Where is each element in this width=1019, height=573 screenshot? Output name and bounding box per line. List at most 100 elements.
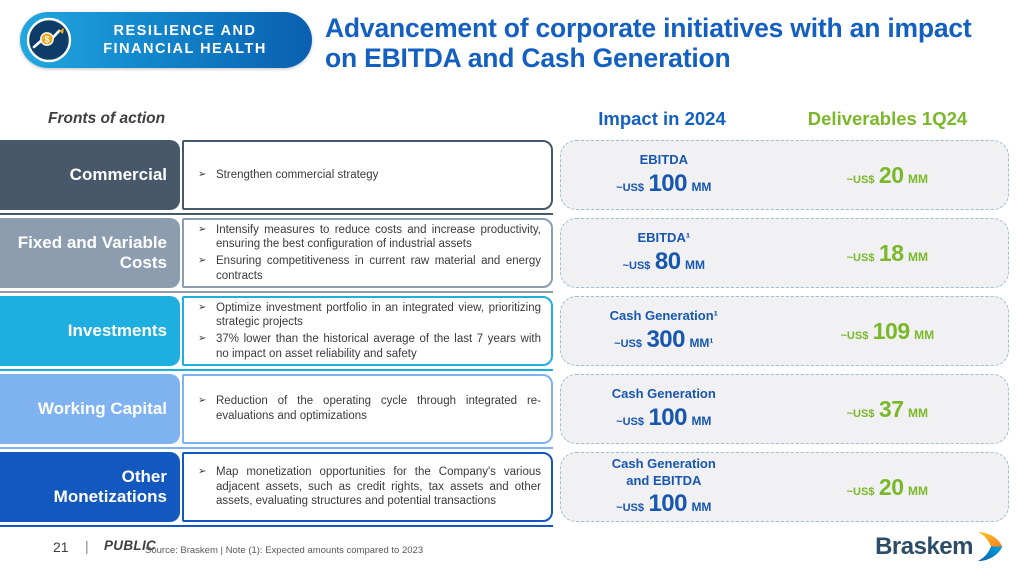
bullet-text: Reduction of the operating cycle through… xyxy=(216,395,541,422)
bullet-arrow-icon: ➢ xyxy=(198,301,207,313)
page-number: 21 xyxy=(53,539,69,555)
bullet-arrow-icon: ➢ xyxy=(198,465,207,477)
bullet-arrow-icon: ➢ xyxy=(198,168,207,180)
badge-line2: FINANCIAL HEALTH xyxy=(103,41,267,57)
impact-metric-label: EBITDA¹ xyxy=(637,230,691,246)
front-label-tab: Other Monetizations xyxy=(0,452,180,522)
deliverable-value: 20 xyxy=(878,161,904,188)
row-underline xyxy=(0,213,553,215)
braskem-swoosh-icon xyxy=(977,531,1003,562)
bullet-text: Map monetization opportunities for the C… xyxy=(216,465,541,508)
impact-currency-prefix: ~US$ xyxy=(614,337,642,350)
page-title: Advancement of corporate initiatives wit… xyxy=(325,13,972,73)
svg-text:$: $ xyxy=(44,34,49,44)
bullet-arrow-icon: ➢ xyxy=(198,395,207,407)
front-description-box: ➢ Intensify measures to reduce costs and … xyxy=(182,218,553,288)
source-note: Source: Braskem | Note (1): Expected amo… xyxy=(145,545,424,556)
bullet-item: ➢ 37% lower than the historical average o… xyxy=(198,332,541,361)
bullet-arrow-icon: ➢ xyxy=(198,255,207,266)
deliverable-amount: ~US$ 37 MM xyxy=(767,396,1008,423)
impact-value: 100 xyxy=(648,489,687,517)
impact-deliverable-box: EBITDA ~US$ 100 MM ~US$ 20 MM xyxy=(560,140,1009,210)
impact-unit: MM xyxy=(691,413,712,428)
deliverable-currency-prefix: ~US$ xyxy=(840,329,869,342)
impact-amount: ~US$ 100 MM xyxy=(561,404,767,432)
impact-cell: EBITDA¹ ~US$ 80 MM xyxy=(561,230,767,275)
impact-currency-prefix: ~US$ xyxy=(616,501,644,514)
deliverable-currency-prefix: ~US$ xyxy=(846,407,875,420)
impact-value: 300 xyxy=(646,325,685,353)
bullet-list: ➢ Intensify measures to reduce costs and … xyxy=(198,221,541,286)
initiative-row: Working Capital ➢ Reduction of the operat… xyxy=(0,374,1009,449)
initiative-rows: Commercial ➢ Strengthen commercial strate… xyxy=(0,140,1009,527)
bullet-text: Strengthen commercial strategy xyxy=(216,168,379,181)
impact-cell: EBITDA ~US$ 100 MM xyxy=(561,152,767,197)
impact-value: 80 xyxy=(654,247,681,275)
bullet-text: Optimize investment portfolio in an inte… xyxy=(216,301,541,329)
impact-amount: ~US$ 300 MM¹ xyxy=(561,326,767,354)
deliverable-amount: ~US$ 109 MM xyxy=(767,318,1008,345)
initiative-row: Fixed and Variable Costs ➢ Intensify meas… xyxy=(0,218,1009,293)
deliverable-cell: ~US$ 20 MM xyxy=(767,474,1008,501)
impact-value: 100 xyxy=(648,169,687,197)
front-description-box: ➢ Map monetization opportunities for the … xyxy=(182,452,553,522)
column-header-deliverables: Deliverables 1Q24 xyxy=(807,108,968,129)
deliverable-amount: ~US$ 20 MM xyxy=(767,162,1008,189)
classification-label: PUBLIC xyxy=(104,538,157,553)
slide-footer: 21 | PUBLIC Source: Braskem | Note (1): … xyxy=(0,529,1019,573)
front-of-action: Investments ➢ Optimize investment portfol… xyxy=(0,296,553,371)
deliverable-value: 20 xyxy=(878,473,904,500)
impact-metric-label: Cash Generation and EBITDA xyxy=(611,456,716,488)
badge-line1: RESILIENCE AND xyxy=(113,22,257,39)
deliverable-unit: MM xyxy=(907,249,928,264)
deliverable-cell: ~US$ 18 MM xyxy=(767,240,1008,267)
front-of-action: Fixed and Variable Costs ➢ Intensify meas… xyxy=(0,218,553,293)
bullet-list: ➢ Reduction of the operating cycle throug… xyxy=(198,392,541,425)
front-label-tab: Investments xyxy=(0,296,180,366)
impact-unit: MM xyxy=(691,179,712,194)
deliverable-currency-prefix: ~US$ xyxy=(846,251,875,264)
bullet-item: ➢ Optimize investment portfolio in an int… xyxy=(198,301,541,330)
braskem-logo: Braskem xyxy=(875,531,1005,563)
impact-amount: ~US$ 100 MM xyxy=(561,170,767,198)
impact-currency-prefix: ~US$ xyxy=(616,181,644,194)
braskem-logo-text: Braskem xyxy=(875,533,973,560)
bullet-item: ➢ Strengthen commercial strategy xyxy=(198,168,541,183)
column-headers: Fronts of action Impact in 2024 Delivera… xyxy=(0,108,1019,134)
front-label: Investments xyxy=(67,320,167,340)
impact-deliverable-box: Cash Generation¹ ~US$ 300 MM¹ ~US$ 109 M… xyxy=(560,296,1009,366)
deliverable-unit: MM xyxy=(907,483,928,498)
impact-deliverable-box: Cash Generation and EBITDA ~US$ 100 MM ~… xyxy=(560,452,1009,522)
front-description-box: ➢ Optimize investment portfolio in an int… xyxy=(182,296,553,366)
badge-title: RESILIENCE AND FINANCIAL HEALTH xyxy=(72,22,312,58)
front-label: Other Monetizations xyxy=(53,466,167,506)
impact-cell: Cash Generation and EBITDA ~US$ 100 MM xyxy=(561,456,767,518)
deliverable-amount: ~US$ 18 MM xyxy=(767,240,1008,267)
deliverable-cell: ~US$ 37 MM xyxy=(767,396,1008,423)
bullet-item: ➢ Intensify measures to reduce costs and … xyxy=(198,223,541,252)
bullet-item: ➢ Ensuring competitiveness in current raw… xyxy=(198,254,541,283)
impact-unit: MM¹ xyxy=(689,335,714,350)
dollar-growth-chart-icon: $ xyxy=(26,17,72,63)
front-label-tab: Commercial xyxy=(0,140,180,210)
impact-deliverable-box: Cash Generation ~US$ 100 MM ~US$ 37 MM xyxy=(560,374,1009,444)
impact-metric-label: Cash Generation xyxy=(611,386,716,402)
impact-unit: MM xyxy=(685,257,706,272)
deliverable-unit: MM xyxy=(907,405,928,420)
impact-metric-label: Cash Generation¹ xyxy=(609,308,718,324)
bullet-item: ➢ Reduction of the operating cycle throug… xyxy=(198,394,541,423)
deliverable-value: 18 xyxy=(878,239,904,266)
impact-metric-label: EBITDA xyxy=(639,152,688,168)
deliverable-currency-prefix: ~US$ xyxy=(846,485,875,498)
impact-unit: MM xyxy=(691,499,712,514)
front-label-tab: Fixed and Variable Costs xyxy=(0,218,180,288)
front-label: Commercial xyxy=(69,164,167,184)
deliverable-cell: ~US$ 109 MM xyxy=(767,318,1008,345)
bullet-arrow-icon: ➢ xyxy=(198,223,207,235)
deliverable-unit: MM xyxy=(914,327,935,342)
front-of-action: Other Monetizations ➢ Map monetization op… xyxy=(0,452,553,527)
initiative-row: Investments ➢ Optimize investment portfol… xyxy=(0,296,1009,371)
deliverable-amount: ~US$ 20 MM xyxy=(767,474,1008,501)
row-underline xyxy=(0,447,553,449)
